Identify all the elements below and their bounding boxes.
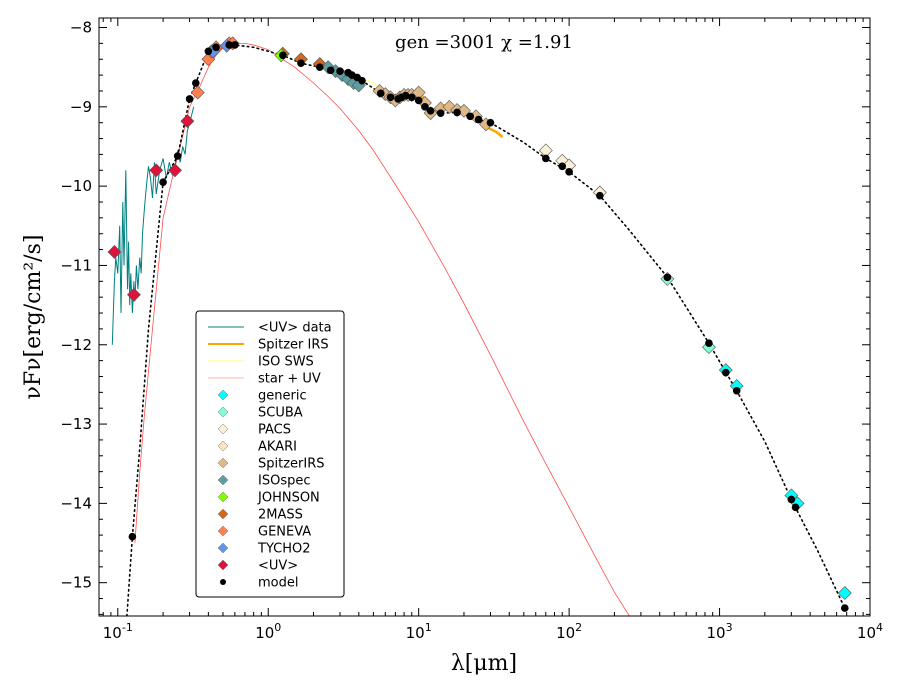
x-tick-exponent: 4: [876, 621, 883, 634]
y-tick-label: −12: [60, 336, 92, 354]
legend-swatch-spitzerirs: [217, 457, 229, 469]
model-point: [721, 368, 730, 377]
legend-label-iso-sws: ISO SWS: [258, 355, 314, 370]
legend-box: [195, 310, 345, 598]
y-tick-label: −13: [60, 415, 92, 433]
y-axis-label: νFν[erg/cm²/s]: [21, 235, 46, 400]
legend-swatch-akari: [217, 440, 229, 452]
axes: 10-1 100 101 102 103 104−8−9−10−11−12−13−14−1…: [60, 18, 883, 642]
model-point: [407, 93, 416, 102]
x-axis-label: λ[μm]: [451, 651, 517, 676]
model-point: [841, 604, 849, 612]
marker-uv: [149, 163, 164, 178]
model-point: [453, 108, 461, 117]
x-tick-exponent: 3: [726, 621, 733, 634]
legend: <UV> data Spitzer IRS ISO SWS star + UV gene…: [195, 310, 345, 598]
legend-label-akari: AKARI: [258, 440, 297, 455]
legend-label-pacs: PACS: [258, 423, 291, 438]
legend-swatch-generic: [217, 389, 229, 401]
model-point: [192, 79, 200, 87]
legend-label-model: model: [258, 576, 298, 591]
model-point: [705, 339, 713, 347]
marker-generic: [837, 586, 852, 600]
model-point: [542, 154, 550, 163]
legend-label-2mass: 2MASS: [258, 508, 303, 523]
legend-swatch-scuba: [217, 406, 229, 418]
legend-label-generic: generic: [258, 389, 307, 404]
x-tick-exponent: 0: [274, 621, 281, 634]
model-point: [663, 273, 672, 282]
legend-label-tycho2: TYCHO2: [257, 542, 311, 557]
y-tick-label: −8: [70, 19, 92, 37]
model-point: [466, 112, 474, 121]
legend-swatch-uv: [217, 559, 229, 571]
legend-label-geneva: GENEVA: [258, 525, 311, 540]
model-point: [225, 41, 233, 49]
marker-uv: [168, 163, 182, 178]
y-tick-label: −10: [60, 177, 92, 195]
model-point: [421, 103, 429, 111]
model-point: [212, 43, 220, 52]
y-tick-label: −14: [60, 494, 92, 512]
model-point: [791, 503, 800, 512]
legend-swatch-geneva: [217, 525, 229, 537]
model-point: [732, 386, 741, 395]
legend-label-spitzerirs: SpitzerIRS: [258, 457, 325, 472]
model-point: [558, 162, 567, 171]
x-tick-exponent: 1: [425, 621, 432, 634]
y-tick-label: −15: [60, 574, 92, 592]
model-point: [426, 106, 435, 115]
model-point: [474, 115, 483, 124]
plot-area: [107, 36, 852, 616]
model-point: [297, 59, 305, 68]
x-tick-exponent: -1: [122, 621, 133, 634]
model-point: [204, 47, 213, 56]
model-point: [565, 168, 573, 176]
model-point: [436, 109, 445, 117]
y-tick-label: −11: [60, 256, 92, 274]
model-point: [185, 95, 194, 103]
marker-geneva: [190, 85, 205, 100]
legend-swatch-tycho2: [217, 542, 229, 554]
model-point: [336, 67, 344, 75]
legend-swatch-isospec: [217, 474, 229, 486]
model-point: [376, 89, 385, 98]
legend-label-uv: <UV>: [258, 559, 298, 574]
marker-uv: [107, 245, 122, 259]
marker-spitzerirs: [457, 103, 471, 118]
legend-swatch-johnson: [217, 491, 229, 503]
model-point: [231, 41, 239, 49]
plot-frame: [98, 17, 871, 617]
model-point: [414, 96, 423, 105]
model-point: [401, 91, 410, 100]
x-tick-exponent: 2: [575, 621, 582, 634]
legend-label-star-uv: star + UV: [258, 372, 321, 387]
model-point: [173, 152, 182, 160]
legend-label-johnson: JOHNSON: [257, 491, 320, 506]
model-point: [279, 51, 287, 60]
legend-label-isospec: ISOspec: [258, 474, 311, 489]
legend-label-scuba: SCUBA: [258, 406, 303, 421]
marker-uv: [180, 114, 195, 129]
y-tick-label: −9: [70, 98, 92, 116]
model-point: [315, 63, 324, 71]
model-point: [486, 118, 495, 127]
model-point: [159, 178, 167, 186]
legend-swatch-pacs: [217, 423, 229, 435]
model-point: [787, 495, 796, 504]
legend-swatch-2mass: [217, 508, 229, 520]
model-point: [596, 191, 604, 200]
model-point: [358, 76, 366, 85]
legend-label-spitzer-irs: Spitzer IRS: [258, 338, 329, 353]
model-point: [386, 93, 395, 102]
chart-title: gen =3001 χ =1.91: [395, 32, 573, 53]
model-point: [326, 66, 335, 75]
legend-swatch-model: [220, 579, 226, 585]
marker-uv: [127, 287, 141, 302]
model-point: [128, 532, 137, 541]
legend-label-uv-data: <UV> data: [258, 321, 332, 336]
